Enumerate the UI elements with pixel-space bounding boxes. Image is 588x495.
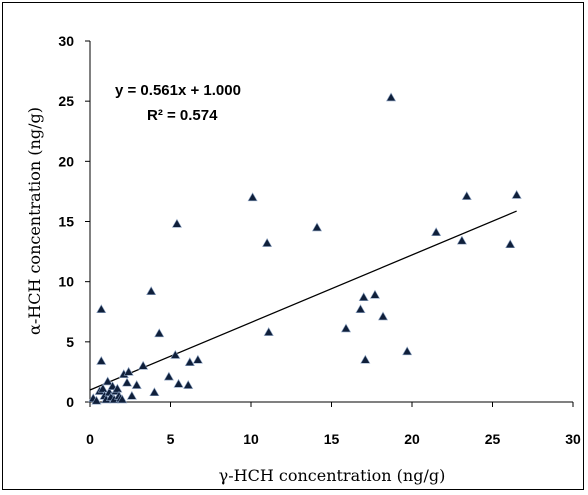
data-point xyxy=(163,371,174,381)
data-point xyxy=(149,387,160,397)
data-point xyxy=(431,227,442,237)
y-tick-label: 20 xyxy=(58,153,74,169)
data-point xyxy=(340,323,352,333)
data-point xyxy=(171,218,182,228)
chart-frame xyxy=(2,2,584,490)
data-point xyxy=(461,191,472,200)
data-point xyxy=(173,378,184,388)
data-point xyxy=(154,328,165,338)
equation-label: y = 0.561x + 1.000 xyxy=(115,82,241,99)
data-points xyxy=(88,92,522,405)
data-point xyxy=(263,327,274,336)
tick-labels: 0 5 10 15 20 25 30 0 5 10 15 20 25 30 xyxy=(58,33,581,447)
data-point xyxy=(247,192,258,202)
data-point xyxy=(369,289,380,299)
data-point xyxy=(358,292,369,301)
x-tick-label: 20 xyxy=(404,431,420,447)
axes xyxy=(85,40,574,407)
x-tick-label: 30 xyxy=(565,431,581,447)
data-point xyxy=(138,360,149,370)
y-tick-label: 5 xyxy=(66,334,74,350)
data-point xyxy=(262,238,273,247)
y-tick-label: 25 xyxy=(58,93,74,109)
data-point xyxy=(311,222,323,232)
data-point xyxy=(184,357,195,366)
data-point xyxy=(112,383,123,393)
data-point xyxy=(96,304,107,314)
y-tick-label: 15 xyxy=(58,214,74,230)
data-point xyxy=(511,189,522,199)
data-point xyxy=(192,354,203,364)
data-point xyxy=(117,394,128,404)
x-tick-label: 10 xyxy=(243,431,259,447)
data-point xyxy=(402,346,413,356)
data-point xyxy=(91,395,102,405)
x-tick-label: 0 xyxy=(86,431,94,447)
y-tick-label: 10 xyxy=(58,274,74,290)
data-point xyxy=(183,380,194,389)
data-point xyxy=(122,377,133,387)
data-point xyxy=(131,380,142,389)
data-point xyxy=(386,92,397,102)
data-point xyxy=(97,383,108,393)
x-tick-label: 15 xyxy=(324,431,340,447)
x-tick-label: 25 xyxy=(485,431,501,447)
y-tick-label: 0 xyxy=(66,394,74,410)
trendline xyxy=(89,210,517,391)
x-tick-label: 5 xyxy=(167,431,175,447)
data-point xyxy=(360,354,371,364)
x-axis-title: γ-HCH concentration (ng/g) xyxy=(219,466,446,485)
data-point xyxy=(123,366,134,376)
data-point xyxy=(505,239,516,249)
data-point xyxy=(146,286,157,295)
data-point xyxy=(170,349,181,359)
data-point xyxy=(456,235,467,245)
data-point xyxy=(102,376,113,386)
y-tick-label: 30 xyxy=(58,33,74,49)
data-point xyxy=(126,390,137,400)
data-point xyxy=(355,304,366,314)
y-axis-title: α-HCH concentration (ng/g) xyxy=(25,107,44,335)
data-point xyxy=(378,311,389,321)
r-squared-label: R² = 0.574 xyxy=(147,107,218,124)
data-point xyxy=(96,355,107,365)
